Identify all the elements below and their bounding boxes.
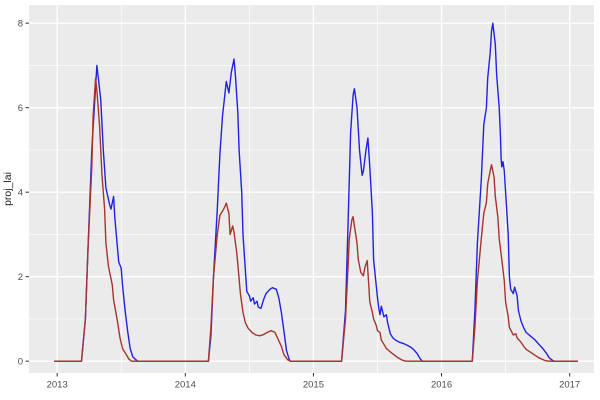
x-tick-label: 2017 bbox=[559, 380, 580, 391]
y-tick-label: 2 bbox=[18, 272, 23, 283]
y-tick-label: 4 bbox=[18, 187, 23, 198]
plot-panel bbox=[29, 5, 594, 373]
y-axis-title: proj_lai bbox=[2, 172, 14, 206]
y-tick-label: 6 bbox=[18, 103, 23, 114]
y-tick-label: 0 bbox=[18, 356, 23, 367]
x-tick-label: 2013 bbox=[47, 380, 68, 391]
x-tick-label: 2016 bbox=[431, 380, 452, 391]
blue-series-line bbox=[53, 22, 578, 362]
red-series-line bbox=[53, 77, 578, 362]
x-tick-label: 2014 bbox=[175, 380, 196, 391]
y-tick-label: 8 bbox=[18, 18, 23, 29]
x-tick-label: 2015 bbox=[303, 380, 324, 391]
